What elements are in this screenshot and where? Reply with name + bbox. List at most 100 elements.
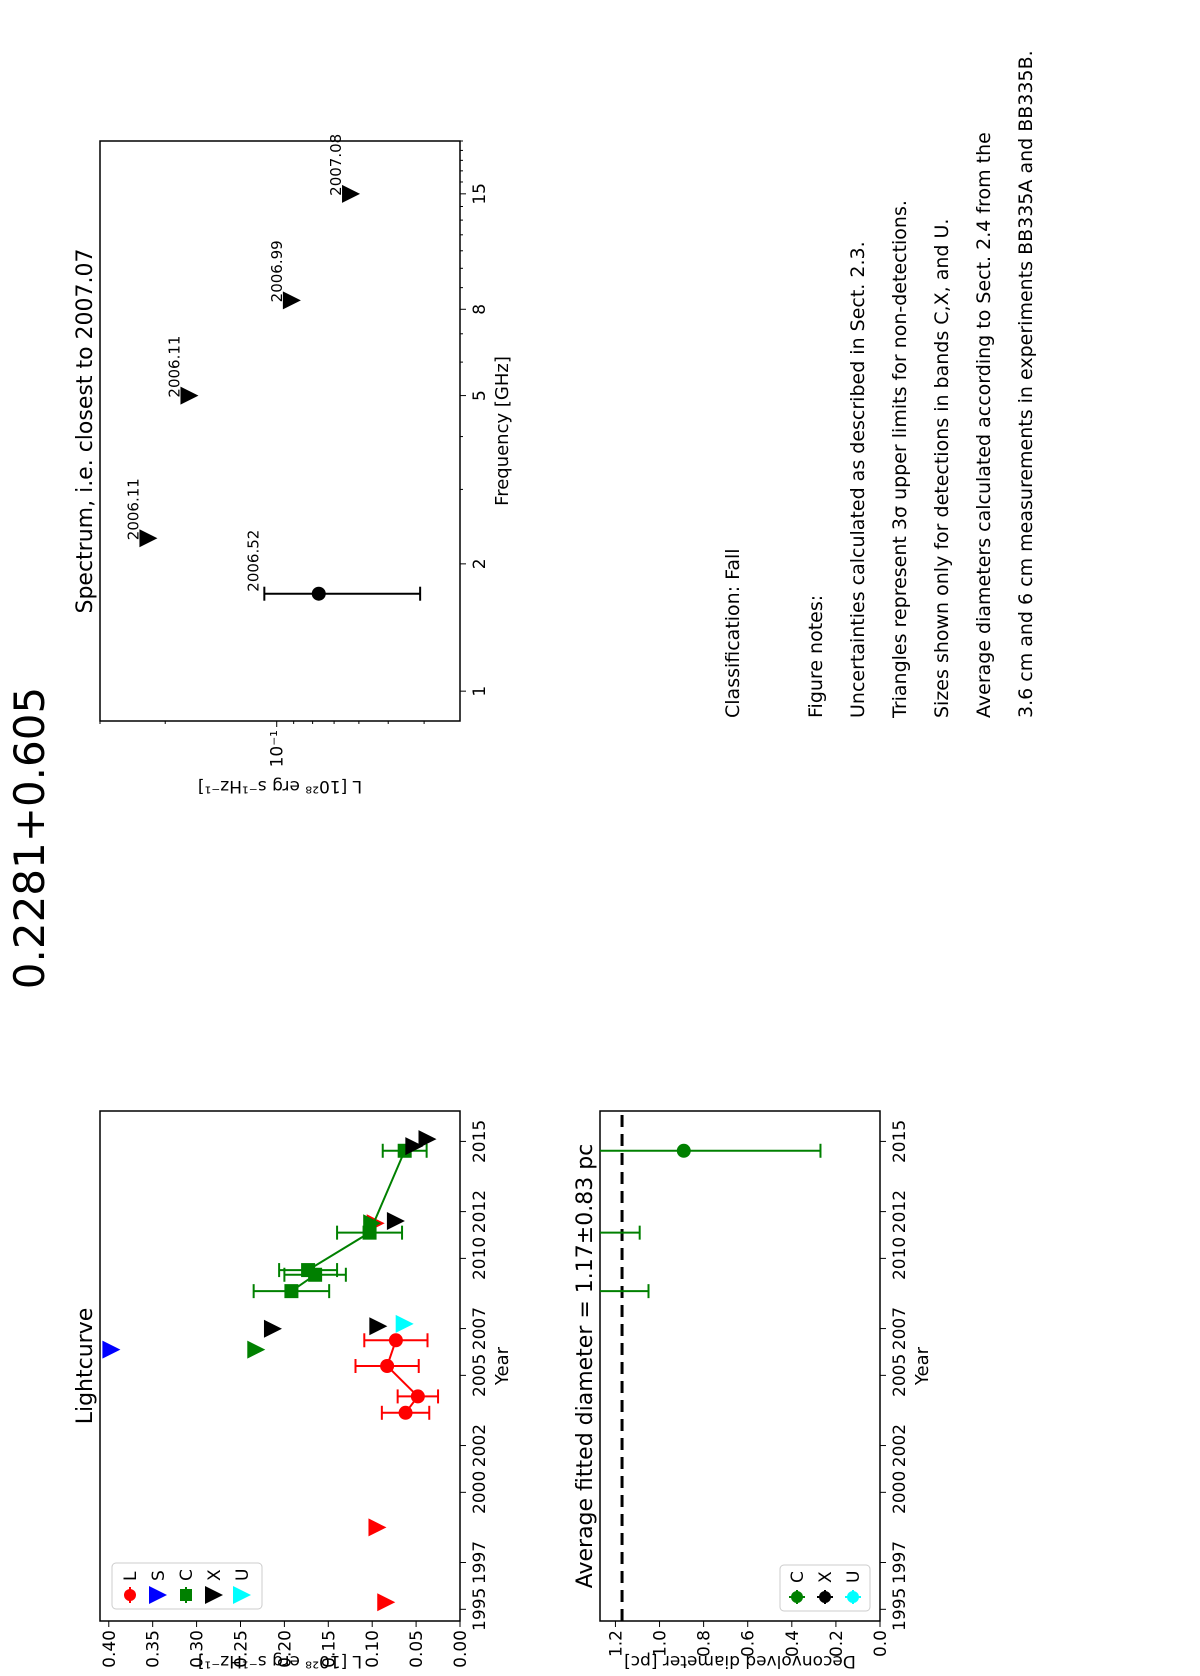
spectrum-point-label: 2006.52 <box>244 530 262 592</box>
x-tick-label: 2012 <box>890 1190 910 1233</box>
x-tick-label: 8 <box>470 304 490 315</box>
spectrum-point <box>311 586 326 601</box>
legend-u-marker <box>233 1586 251 1604</box>
legend-c-label: C <box>177 1569 197 1581</box>
y-tick-label: 0.20 <box>275 1630 295 1668</box>
legend-d-u-label: U <box>844 1571 864 1583</box>
x-tick-label: 2010 <box>470 1237 490 1280</box>
y-tick-label: 0.10 <box>363 1630 383 1668</box>
diameter-legend <box>779 1564 871 1612</box>
x-tick-label: 2000 <box>470 1471 490 1514</box>
x-axis-label: Year <box>492 1346 513 1386</box>
y-tick-label: 0.05 <box>407 1630 427 1668</box>
series-x-upper-limit <box>369 1317 388 1336</box>
x-tick-label: 1997 <box>890 1541 910 1584</box>
y-tick-label: 0.00 <box>451 1630 471 1668</box>
note-line-1: Uncertainties calculated as described in… <box>847 241 869 718</box>
y-tick-label: 0.35 <box>144 1630 164 1668</box>
spectrum-frame <box>99 140 461 722</box>
series-x-upper-limit <box>263 1319 282 1338</box>
series-x-upper-limit <box>386 1211 405 1230</box>
notes-heading: Figure notes: <box>805 594 827 718</box>
spectrum-point-label: 2006.11 <box>124 478 142 540</box>
spectrum-upper-limit <box>180 386 199 405</box>
legend-c-marker <box>180 1589 192 1601</box>
y-tick-label: 0.15 <box>319 1630 339 1668</box>
legend-u-label: U <box>233 1569 253 1581</box>
x-tick-label: 5 <box>470 390 490 401</box>
spectrum-upper-limit <box>342 184 361 203</box>
legend-d-c-label: C <box>788 1571 808 1583</box>
series-s-upper-limit <box>102 1340 121 1359</box>
diameter-c-point <box>676 1143 691 1158</box>
series-c-upper-limit <box>247 1340 266 1359</box>
x-tick-label: 2002 <box>890 1424 910 1467</box>
y-tick-label: 0.0 <box>871 1630 891 1657</box>
x-tick-label: 2 <box>470 558 490 569</box>
x-tick-label: 2015 <box>470 1120 490 1163</box>
spectrum-upper-limit <box>282 291 301 310</box>
series-u-upper-limit <box>395 1314 414 1333</box>
note-line-2: Triangles represent 3σ upper limits for … <box>889 200 911 718</box>
series-l-point <box>380 1359 395 1373</box>
lightcurve-title: Lightcurve <box>73 1308 98 1425</box>
series-x-upper-limit <box>418 1130 437 1149</box>
x-tick-label: 2007 <box>470 1307 490 1350</box>
series-l-point <box>398 1405 413 1420</box>
spectrum-point-label: 2006.11 <box>165 336 183 398</box>
x-axis-label: Year <box>912 1346 933 1386</box>
legend-s-marker <box>149 1586 167 1604</box>
x-tick-label: 1995 <box>890 1588 910 1631</box>
x-tick-label: 1 <box>470 686 490 697</box>
note-line-5: 3.6 cm and 6 cm measurements in experime… <box>1015 50 1037 718</box>
series-l-point <box>410 1389 425 1404</box>
spectrum-title: Spectrum, i.e. closest to 2007.07 <box>73 248 98 613</box>
y-tick-label: 0.6 <box>739 1630 759 1657</box>
x-tick-label: 2015 <box>890 1120 910 1163</box>
y-tick-label: 0.30 <box>188 1630 208 1668</box>
note-line-3: Sizes shown only for detections in bands… <box>931 218 953 718</box>
series-l-line <box>385 1339 420 1414</box>
x-tick-label: 2002 <box>470 1424 490 1467</box>
y-tick-label: 0.2 <box>827 1630 847 1657</box>
x-tick-label: 2005 <box>890 1354 910 1397</box>
legend-x-label: X <box>205 1569 225 1581</box>
x-tick-label: 2012 <box>470 1190 490 1233</box>
x-tick-label: 15 <box>470 183 490 205</box>
x-tick-label: 2005 <box>470 1354 490 1397</box>
y-tick-label: 1.0 <box>651 1630 671 1657</box>
x-tick-label: 1995 <box>470 1588 490 1631</box>
legend-l-marker <box>124 1589 136 1601</box>
x-tick-label: 2007 <box>890 1307 910 1350</box>
legend-d-c-marker <box>791 1591 803 1603</box>
y-axis-label: Deconvolved diameter [pc] <box>624 1651 856 1671</box>
y-axis-label: L [10²⁸ erg s⁻¹Hz⁻¹] <box>198 1651 362 1671</box>
legend-d-x-marker <box>819 1591 831 1603</box>
y-tick-label: 0.25 <box>231 1630 251 1668</box>
series-c-point <box>284 1284 299 1299</box>
y-tick-label: 1.2 <box>606 1630 626 1657</box>
x-tick-label: 1997 <box>470 1541 490 1584</box>
y-tick-label: 0.40 <box>100 1630 120 1668</box>
series-l-point <box>388 1333 403 1348</box>
y-tick-label: 0.4 <box>783 1630 803 1657</box>
series-c-upper-limit <box>363 1214 382 1233</box>
y-tick-label: 10⁻¹ <box>268 730 288 767</box>
diameter-frame <box>599 1110 881 1622</box>
legend-l-label: L <box>121 1571 141 1581</box>
spectrum-point-label: 2007.08 <box>327 134 345 196</box>
legend-d-u-marker <box>847 1591 859 1603</box>
y-axis-label: L [10²⁸ erg s⁻¹Hz⁻¹] <box>198 776 362 796</box>
legend-s-label: S <box>149 1570 169 1581</box>
note-line-4: Average diameters calculated according t… <box>973 132 995 718</box>
series-c-point <box>301 1263 316 1278</box>
series-x-upper-limit <box>405 1137 424 1156</box>
x-tick-label: 2010 <box>890 1237 910 1280</box>
series-l-upper-limit <box>368 1518 387 1537</box>
lightcurve-frame <box>99 1110 461 1622</box>
classification-text: Classification: Fall <box>722 548 744 718</box>
diameter-title: Average fitted diameter = 1.17±0.83 pc <box>573 1144 598 1589</box>
legend-x-marker <box>205 1586 223 1604</box>
spectrum-upper-limit <box>139 529 158 548</box>
